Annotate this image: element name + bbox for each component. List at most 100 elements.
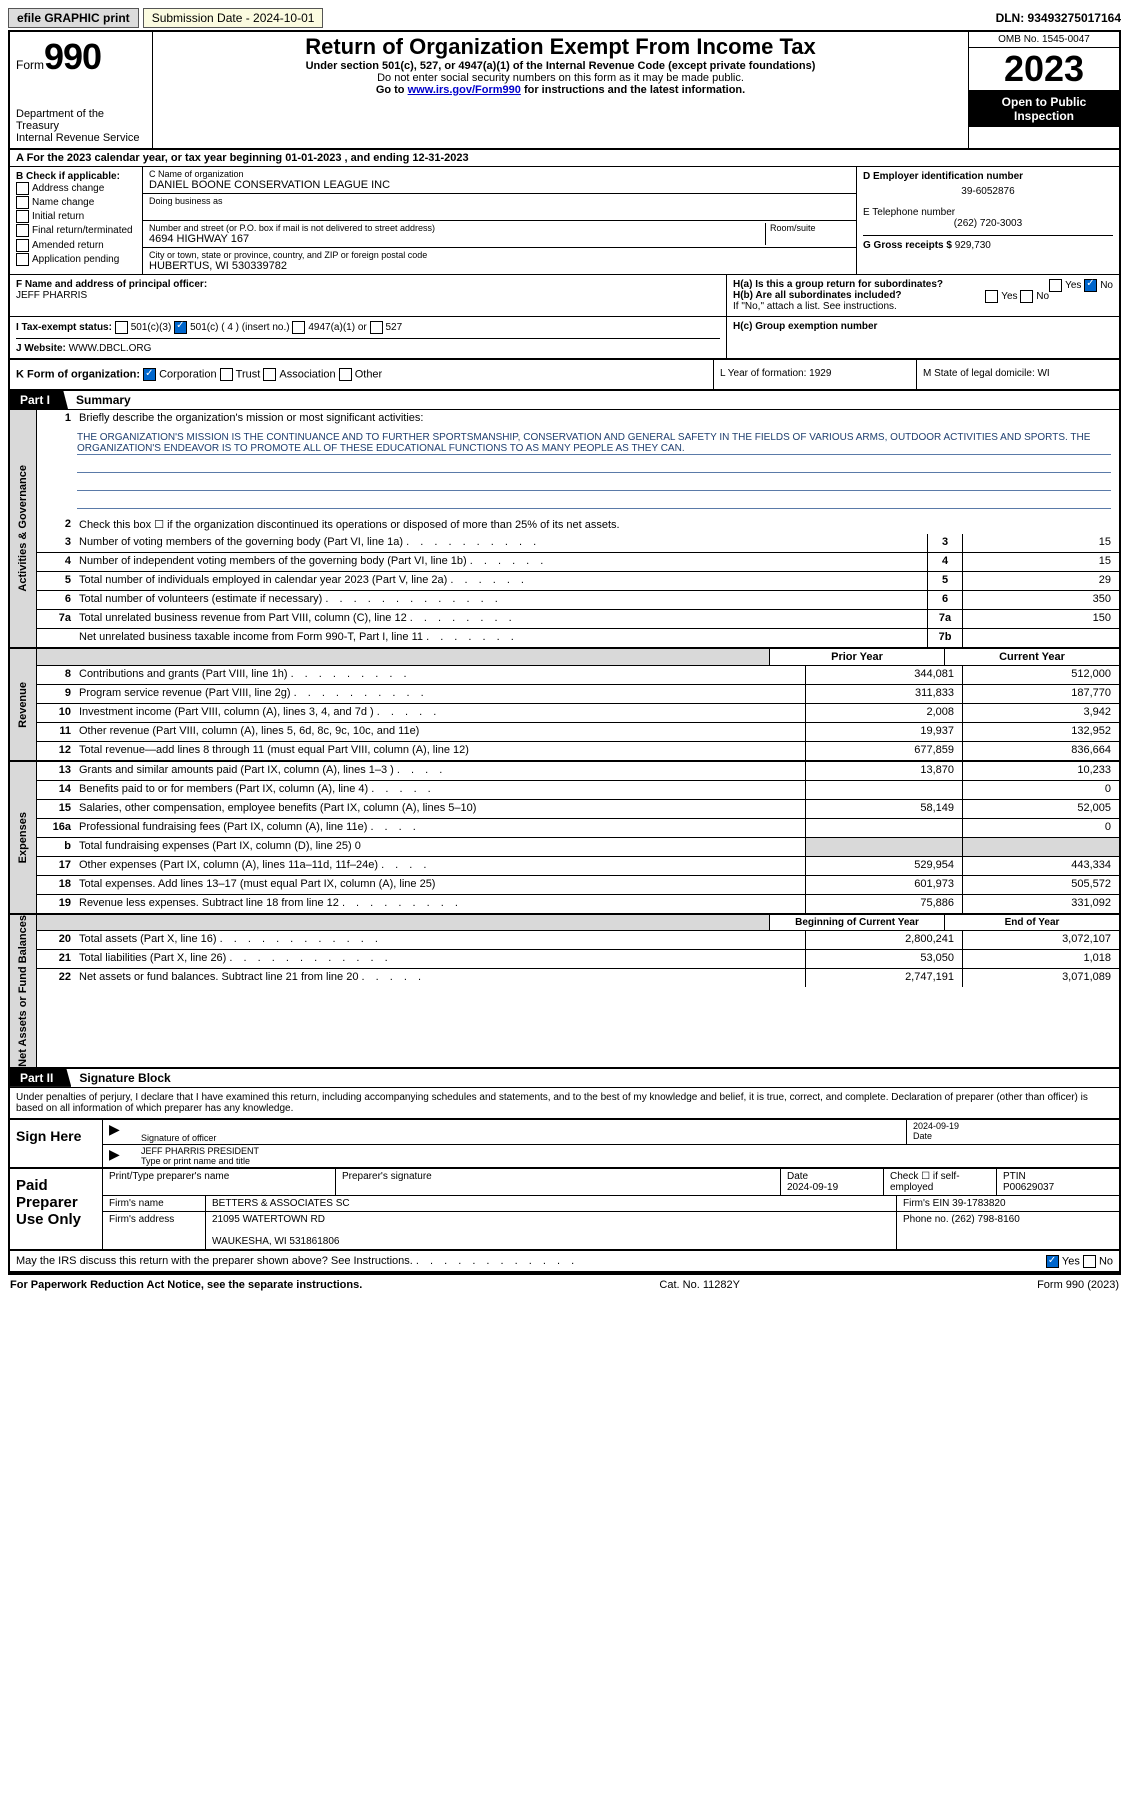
org-trust[interactable]: Trust — [236, 368, 261, 380]
q20-desc: Total assets (Part X, line 16) — [79, 933, 217, 945]
dba-label: Doing business as — [149, 196, 850, 206]
prep-date: 2024-09-19 — [787, 1182, 838, 1193]
4947a1[interactable]: 4947(a)(1) or — [308, 322, 366, 333]
q3-box: 3 — [927, 534, 962, 552]
ha-no[interactable]: No — [1100, 280, 1113, 291]
org-other[interactable]: Other — [355, 368, 383, 380]
chk-name-change[interactable]: Name change — [16, 196, 136, 210]
q9-num: 9 — [37, 685, 75, 703]
q22-desc: Net assets or fund balances. Subtract li… — [79, 971, 358, 983]
gross-label: G Gross receipts $ — [863, 240, 952, 251]
q20-end: 3,072,107 — [962, 931, 1119, 949]
q3-desc: Number of voting members of the governin… — [79, 536, 403, 548]
chk-amended[interactable]: Amended return — [16, 239, 136, 253]
q15-prior: 58,149 — [805, 800, 962, 818]
discuss-question: May the IRS discuss this return with the… — [16, 1255, 413, 1267]
col-c-org-info: C Name of organization DANIEL BOONE CONS… — [142, 167, 857, 274]
chk-initial-return[interactable]: Initial return — [16, 210, 136, 224]
efile-print-button[interactable]: efile GRAPHIC print — [8, 8, 139, 28]
form-container: Form 990 Department of the Treasury Inte… — [8, 30, 1121, 1275]
form-number: 990 — [44, 36, 101, 78]
q7a-desc: Total unrelated business revenue from Pa… — [79, 612, 407, 624]
q6-num: 6 — [37, 591, 75, 609]
q21-begin: 53,050 — [805, 950, 962, 968]
side-governance: Activities & Governance — [17, 465, 29, 592]
q7b-val — [962, 629, 1119, 647]
q17-prior: 529,954 — [805, 857, 962, 875]
q1-desc: Briefly describe the organization's miss… — [75, 410, 1119, 428]
q10-prior: 2,008 — [805, 704, 962, 722]
sig-date: 2024-09-19 — [913, 1121, 959, 1131]
part2-tab: Part II — [10, 1069, 71, 1087]
irs-link[interactable]: www.irs.gov/Form990 — [408, 84, 521, 96]
col-b-header: B Check if applicable: — [16, 171, 136, 182]
hb-no[interactable]: No — [1036, 291, 1049, 302]
q14-desc: Benefits paid to or for members (Part IX… — [79, 783, 368, 795]
firm-addr1: 21095 WATERTOWN RD — [212, 1214, 325, 1225]
officer-name: JEFF PHARRIS — [16, 290, 720, 301]
q15-current: 52,005 — [962, 800, 1119, 818]
q11-prior: 19,937 — [805, 723, 962, 741]
chk-address-change[interactable]: Address change — [16, 182, 136, 196]
chk-final-return[interactable]: Final return/terminated — [16, 224, 136, 238]
top-bar: efile GRAPHIC print Submission Date - 20… — [8, 8, 1121, 28]
ssn-note: Do not enter social security numbers on … — [159, 72, 962, 84]
org-corp[interactable]: Corporation — [159, 368, 216, 380]
discuss-yes[interactable]: Yes — [1062, 1255, 1080, 1267]
telephone: (262) 720-3003 — [863, 218, 1113, 229]
q2-desc: Check this box ☐ if the organization dis… — [75, 516, 1119, 534]
q10-current: 3,942 — [962, 704, 1119, 722]
q17-current: 443,334 — [962, 857, 1119, 875]
q21-end: 1,018 — [962, 950, 1119, 968]
q6-desc: Total number of volunteers (estimate if … — [79, 593, 322, 605]
self-employed-check[interactable]: Check ☐ if self-employed — [884, 1169, 997, 1195]
q13-num: 13 — [37, 762, 75, 780]
tel-label: E Telephone number — [863, 207, 1113, 218]
firm-ein: 39-1783820 — [952, 1198, 1005, 1209]
part1-tab: Part I — [10, 391, 68, 409]
firm-addr-label: Firm's address — [103, 1212, 206, 1249]
dln: DLN: 93493275017164 — [996, 11, 1121, 25]
q12-prior: 677,859 — [805, 742, 962, 760]
sig-name-label: Type or print name and title — [141, 1156, 250, 1166]
501c3[interactable]: 501(c)(3) — [131, 322, 172, 333]
footer-mid: Cat. No. 11282Y — [659, 1279, 740, 1291]
chk-application-pending[interactable]: Application pending — [16, 253, 136, 267]
q15-desc: Salaries, other compensation, employee b… — [75, 800, 805, 818]
q5-box: 5 — [927, 572, 962, 590]
q5-val: 29 — [962, 572, 1119, 590]
sig-label: Signature of officer — [141, 1133, 216, 1143]
firm-ein-label: Firm's EIN — [903, 1198, 949, 1209]
mission-text: THE ORGANIZATION'S MISSION IS THE CONTIN… — [77, 432, 1111, 455]
ha-yes[interactable]: Yes — [1065, 280, 1081, 291]
officer-label: F Name and address of principal officer: — [16, 279, 207, 290]
q22-begin: 2,747,191 — [805, 969, 962, 987]
q16b-desc: Total fundraising expenses (Part IX, col… — [75, 838, 805, 856]
discuss-no[interactable]: No — [1099, 1255, 1113, 1267]
q1-num: 1 — [37, 410, 75, 428]
q17-num: 17 — [37, 857, 75, 875]
footer-right: Form 990 (2023) — [1037, 1279, 1119, 1291]
firm-phone-label: Phone no. — [903, 1214, 949, 1225]
org-address: 4694 HIGHWAY 167 — [149, 233, 765, 245]
firm-name: BETTERS & ASSOCIATES SC — [206, 1196, 897, 1211]
q4-desc: Number of independent voting members of … — [79, 555, 467, 567]
527[interactable]: 527 — [386, 322, 403, 333]
hb-yes[interactable]: Yes — [1001, 291, 1017, 302]
ein-label: D Employer identification number — [863, 171, 1113, 182]
q16a-num: 16a — [37, 819, 75, 837]
q11-current: 132,952 — [962, 723, 1119, 741]
q8-current: 512,000 — [962, 666, 1119, 684]
ha-label: H(a) Is this a group return for subordin… — [733, 279, 943, 290]
form-subtitle: Under section 501(c), 527, or 4947(a)(1)… — [159, 60, 962, 72]
q3-num: 3 — [37, 534, 75, 552]
firm-phone: (262) 798-8160 — [951, 1214, 1019, 1225]
501c[interactable]: 501(c) ( 4 ) (insert no.) — [190, 322, 289, 333]
org-assoc[interactable]: Association — [279, 368, 335, 380]
q16a-prior — [805, 819, 962, 837]
room-label: Room/suite — [770, 223, 850, 233]
goto-post: for instructions and the latest informat… — [521, 84, 745, 96]
footer-left: For Paperwork Reduction Act Notice, see … — [10, 1279, 362, 1291]
q18-num: 18 — [37, 876, 75, 894]
side-expenses: Expenses — [17, 812, 29, 863]
